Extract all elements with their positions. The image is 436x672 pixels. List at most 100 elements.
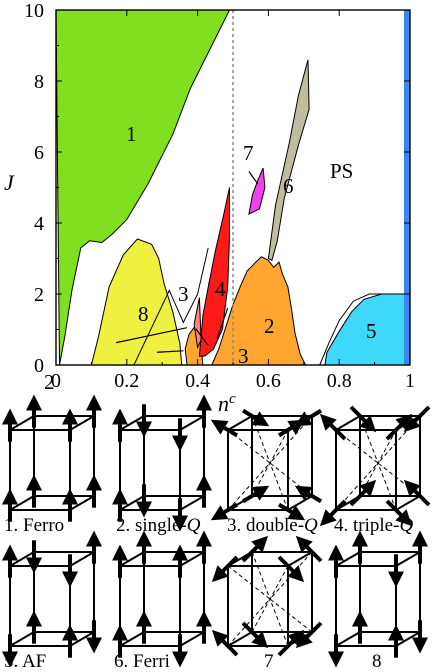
caption-7: 7 <box>264 651 274 672</box>
cube-front-face <box>9 565 71 647</box>
cube-edge <box>395 631 421 647</box>
structure-captions: 1. Ferro 2. single-Q 3. double-Q 4. trip… <box>4 515 413 672</box>
phase-region-6-6 <box>267 59 310 262</box>
spin-guide-line <box>251 598 271 633</box>
y-tick-label: 8 <box>34 71 44 93</box>
region-label-2-large: 2 <box>264 314 275 338</box>
spin-structure-6 <box>112 530 212 668</box>
region-label-3-lower: 3 <box>238 344 249 368</box>
region-label-ps: PS <box>330 159 353 183</box>
cube-front-face <box>335 565 397 647</box>
spin-arrow <box>211 555 239 583</box>
spin-arrow <box>294 485 323 504</box>
x-tick-label: 0.8 <box>327 370 352 392</box>
caption-triple-q: 4. triple-Q <box>334 515 413 536</box>
y-axis-label: J <box>4 170 15 195</box>
spin-arrow <box>241 621 269 649</box>
cube-edge <box>227 631 253 647</box>
cube-edge <box>119 631 145 647</box>
x-axis-label: nc <box>218 391 236 416</box>
cube-edge <box>9 631 35 647</box>
spin-arrow <box>295 621 323 649</box>
cube-edge <box>287 495 313 511</box>
spin-guide-line <box>251 551 271 600</box>
y-tick-label: 2 <box>34 284 44 306</box>
region-label-7: 7 <box>243 141 254 165</box>
phase-boundary-1 <box>319 293 410 366</box>
cube-edge <box>335 631 361 647</box>
cube-edge <box>9 551 35 567</box>
caption-ferri: 6. Ferri <box>114 651 170 672</box>
region-label-2-small: 2 <box>44 370 55 394</box>
y-tick-label: 10 <box>24 0 44 22</box>
spin-guide-line <box>269 598 313 633</box>
spin-arrow <box>295 535 323 563</box>
phase-boundaries <box>133 247 410 366</box>
spin-arrow <box>277 502 306 521</box>
spin-guide-line <box>269 598 289 647</box>
spin-arrow <box>294 408 323 427</box>
cube-edge <box>179 551 205 567</box>
caption-single-q: 2. single-Q <box>116 515 201 536</box>
label-pointer-1 <box>195 328 209 346</box>
region-label-6: 6 <box>283 174 294 198</box>
cube-edge <box>395 495 421 511</box>
cube-edge <box>395 551 421 567</box>
region-label-1: 1 <box>126 122 137 146</box>
cube-back-face <box>33 551 95 633</box>
cube-edge <box>119 415 145 431</box>
phase-region-4-4 <box>198 187 230 357</box>
region-label-3-upper: 3 <box>178 282 189 306</box>
cube-front-face <box>119 429 181 511</box>
spin-guide-line <box>269 415 313 464</box>
cube-edge <box>335 551 361 567</box>
y-tick-label: 4 <box>34 213 44 235</box>
spin-arrow <box>210 502 239 521</box>
region-label-8: 8 <box>138 302 149 326</box>
spin-guide-line <box>269 565 289 600</box>
cube-back-face <box>359 551 421 633</box>
cube-edge <box>119 495 145 511</box>
spin-arrow <box>319 499 347 527</box>
spin-structure-7 <box>211 535 323 657</box>
cube-edge <box>335 415 361 431</box>
caption-double-q: 3. double-Q <box>227 515 318 536</box>
cube-edge <box>69 631 95 647</box>
label-pointer-2 <box>216 308 229 339</box>
x-tick-label: 0.6 <box>256 370 281 392</box>
cube-front-face <box>9 429 71 511</box>
spin-structure-1 <box>2 394 102 522</box>
y-tick-label: 6 <box>34 142 44 164</box>
cube-edge <box>179 415 205 431</box>
phase-boundary-0 <box>133 247 209 366</box>
x-axis-label-main: n <box>218 391 229 416</box>
cube-edge <box>69 415 95 431</box>
cube-edge <box>227 415 253 431</box>
caption-ferro: 1. Ferro <box>4 515 64 536</box>
x-axis-label-superscript: c <box>229 391 236 407</box>
cube-back-face <box>33 415 95 497</box>
spin-structure-3 <box>210 408 323 521</box>
spin-arrow <box>385 499 413 527</box>
label-pointer-3 <box>156 350 184 353</box>
spin-guide-line <box>377 429 397 464</box>
spin-guide-line <box>359 462 379 497</box>
label-pointer-4 <box>248 171 259 185</box>
cube-edge <box>287 551 313 567</box>
phase-region-1-0 <box>55 9 231 366</box>
spin-arrow <box>403 405 431 433</box>
phase-region-3-5 <box>193 297 202 349</box>
spin-arrow <box>277 629 305 657</box>
spin-structures <box>2 394 431 668</box>
spin-structure-8 <box>328 530 428 668</box>
cube-edge <box>179 631 205 647</box>
phase-region-7-7 <box>248 167 266 215</box>
spin-arrow <box>349 405 377 433</box>
cube-edge <box>179 495 205 511</box>
spin-arrow <box>403 479 431 507</box>
spin-arrow <box>241 535 269 563</box>
phase-region-2-3 <box>211 256 307 366</box>
x-tick-label: 1 <box>405 370 415 392</box>
